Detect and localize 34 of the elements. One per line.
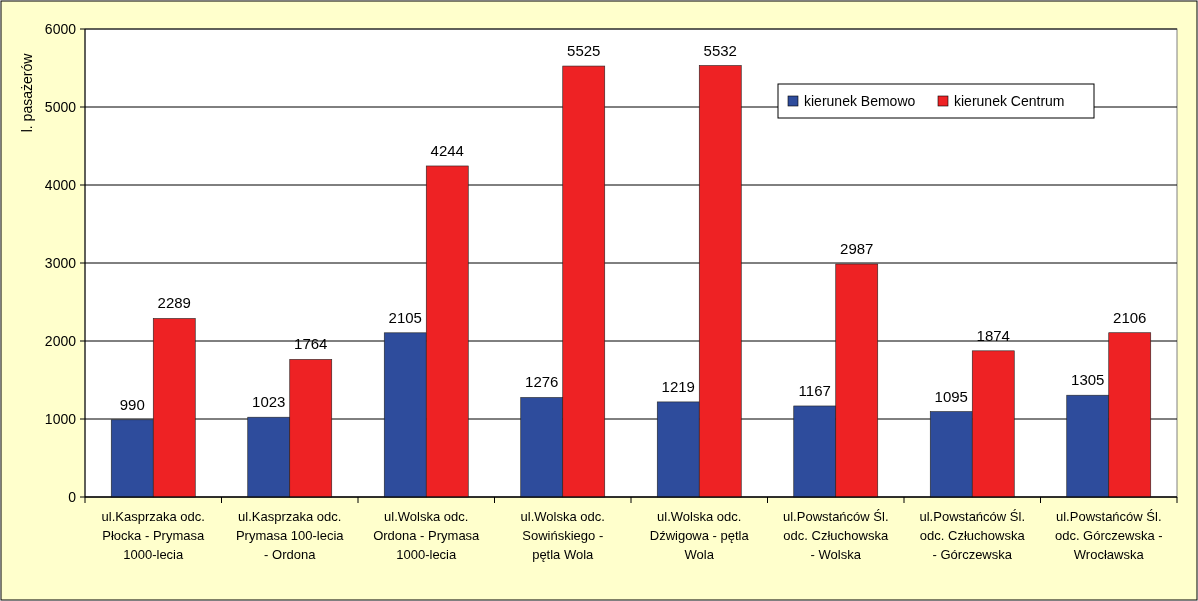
- y-tick-label: 3000: [44, 255, 77, 271]
- x-tick-label: ul.Wolska odc. Ordona - Prymasa 1000-lecia: [373, 509, 481, 562]
- x-tick-label: ul.Kasprzaka odc. Płocka - Prymasa 1000-lecia: [101, 509, 205, 562]
- y-tick-label: 1000: [44, 411, 77, 427]
- x-tick-label: ul.Wolska odc. Dźwigowa - pętla Wola: [649, 509, 750, 562]
- data-label: 1023: [252, 393, 286, 411]
- x-tick-label: ul.Kasprzaka odc. Prymasa 100-lecia - Ordona: [235, 509, 345, 562]
- data-label: 2289: [157, 294, 191, 312]
- data-label: 5525: [567, 42, 601, 60]
- x-tick-label: ul.Wolska odc. Sowińskiego - pętla Wola: [520, 509, 605, 562]
- data-label: 1167: [798, 381, 831, 399]
- data-label: 1276: [525, 373, 559, 391]
- data-label: 1764: [294, 335, 328, 353]
- data-label: 2105: [388, 308, 422, 326]
- y-tick-label: 5000: [44, 99, 77, 115]
- x-tick-label: ul.Powstańców Śl. odc. Człuchowska - Wolska: [783, 509, 889, 562]
- y-axis-title: l. pasażerów: [19, 52, 35, 133]
- x-tick-label: ul.Powstańców Śl. odc. Człuchowska - Górczewska: [919, 509, 1026, 562]
- data-label: 990: [119, 395, 145, 413]
- data-label: 2987: [840, 240, 874, 258]
- legend-label: kierunek Bemowo: [804, 93, 916, 109]
- data-label: 1219: [661, 377, 695, 395]
- y-tick-label: 4000: [44, 177, 77, 193]
- x-tick-label: ul.Powstańców Śl. odc. Górczewska - Wrocławska: [1054, 509, 1163, 562]
- data-label: 5532: [703, 41, 737, 59]
- data-label: 1874: [976, 326, 1010, 344]
- y-tick-label: 0: [68, 489, 77, 505]
- data-label: 4244: [430, 141, 464, 159]
- y-tick-label: 2000: [44, 333, 77, 349]
- y-tick-label: 6000: [44, 21, 77, 37]
- data-label: 2106: [1113, 308, 1147, 326]
- data-label: 1305: [1071, 371, 1105, 389]
- data-label: 1095: [934, 387, 968, 405]
- legend-label: kierunek Centrum: [954, 93, 1065, 109]
